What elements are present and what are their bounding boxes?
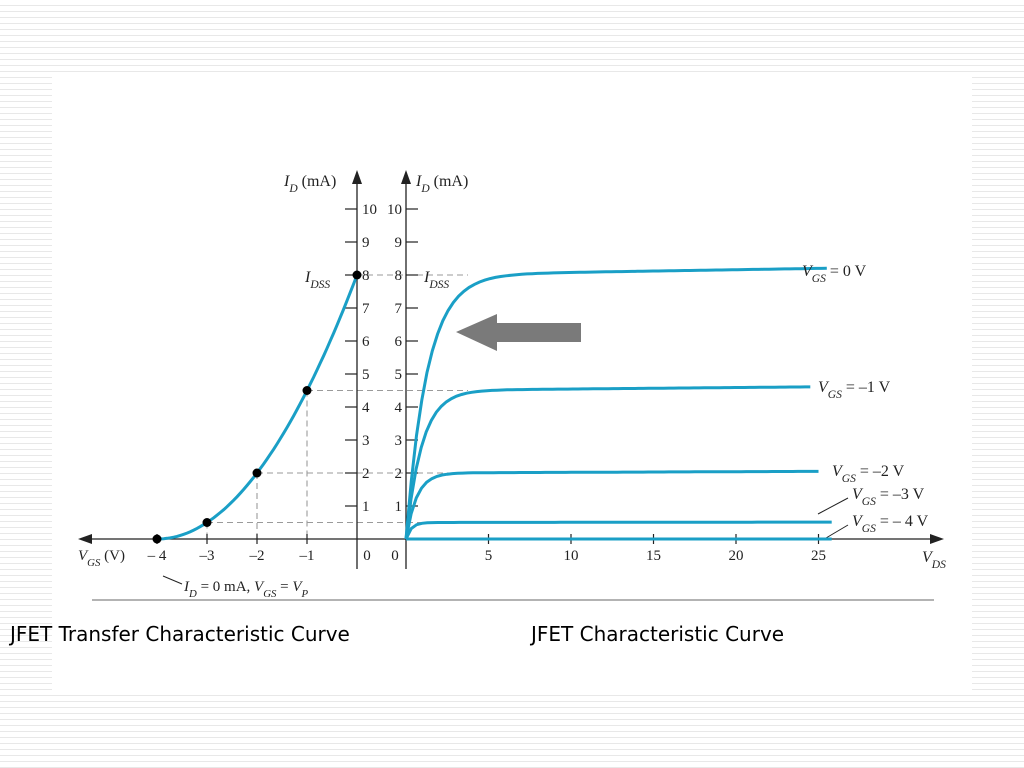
drain-y-tick-label: 2 [395, 466, 403, 482]
transfer-y-tick-label: 1 [362, 499, 370, 515]
direction-arrow [456, 314, 581, 351]
transfer-y-axis-arrow [352, 170, 362, 184]
drain-y-axis-arrow [401, 170, 411, 184]
drain-curve [404, 385, 811, 540]
drain-x-tick-label: 10 [564, 548, 579, 564]
vgs-series-label: VGS = –2 V [832, 463, 905, 485]
drain-x-tick-label: 0 [391, 548, 399, 564]
x-axis-arrow-left [78, 534, 92, 544]
drain-x-tick-label: 25 [811, 548, 826, 564]
transfer-y-axis-title: ID (mA) [283, 173, 336, 195]
labels: 1 1 2 2 3 3 4 4 5 5 6 6 7 7 8 8 9 9 10 10 – 4 –3 –2 –1 0 0 5 10 15 20… [78, 173, 946, 600]
slide-background [52, 74, 972, 690]
drain-y-tick-label: 9 [395, 235, 403, 251]
transfer-x-tick-label: –3 [199, 548, 215, 564]
drain-y-tick-label: 7 [395, 301, 403, 317]
leader-vgs-4 [825, 524, 849, 539]
transfer-x-axis-title: VGS (V) [78, 548, 125, 569]
drain-y-tick-label: 10 [387, 202, 402, 218]
transfer-point [202, 518, 212, 527]
drain-idss-label: IDSS [423, 269, 449, 291]
transfer-point [352, 270, 362, 280]
drain-x-tick-label: 5 [485, 548, 493, 564]
transfer-y-tick-label: 9 [362, 235, 370, 251]
axes [78, 170, 944, 601]
drain-y-tick-label: 4 [395, 400, 403, 416]
transfer-y-tick-label: 6 [362, 334, 370, 350]
transfer-x-tick-label: –2 [249, 548, 265, 564]
drain-x-tick-label: 15 [646, 548, 661, 564]
leader-vgs-3 [817, 497, 849, 515]
drain-y-tick-label: 3 [395, 433, 403, 449]
transfer-y-tick-label: 2 [362, 466, 370, 482]
guide-lines [206, 274, 468, 539]
transfer-point [252, 468, 262, 478]
drain-curve [404, 266, 827, 540]
transfer-y-tick-label: 7 [362, 301, 370, 317]
transfer-y-tick-label: 3 [362, 433, 370, 449]
pinchoff-leader [162, 575, 183, 585]
drain-y-tick-label: 6 [395, 334, 403, 350]
transfer-y-tick-label: 10 [362, 202, 377, 218]
transfer-y-tick-label: 4 [362, 400, 370, 416]
drain-x-tick-label: 20 [729, 548, 744, 564]
drain-y-tick-label: 8 [395, 268, 403, 284]
curves [152, 266, 832, 544]
drain-curve [404, 520, 832, 540]
vgs-series-label: VGS = –3 V [852, 486, 925, 508]
vgs-series-label: VGS = – 4 V [852, 513, 929, 535]
transfer-x-tick-label: –1 [299, 548, 315, 564]
left-arrow-shape [456, 314, 581, 351]
x-axis-arrow-right [930, 534, 944, 544]
transfer-x-tick-label: – 4 [147, 548, 167, 564]
transfer-curve [156, 274, 359, 541]
drain-y-axis-title: ID (mA) [415, 173, 468, 195]
transfer-y-tick-label: 5 [362, 367, 370, 383]
transfer-y-tick-label: 8 [362, 268, 370, 284]
transfer-idss-label: IDSS [304, 269, 330, 291]
drain-y-tick-label: 5 [395, 367, 403, 383]
transfer-x-tick-label: 0 [363, 548, 371, 564]
transfer-curve-caption: JFET Transfer Characteristic Curve [10, 622, 350, 646]
drain-y-tick-label: 1 [395, 499, 403, 515]
vgs-series-label: VGS = –1 V [818, 379, 891, 401]
drain-curve [404, 469, 819, 540]
vgs-series-label: VGS = 0 V [802, 263, 867, 285]
transfer-point [152, 534, 162, 544]
transfer-point [302, 386, 312, 395]
drain-x-axis-title: VDS [922, 549, 946, 571]
characteristic-curve-caption: JFET Characteristic Curve [531, 622, 785, 646]
pinchoff-label: ID = 0 mA, VGS = VP [183, 579, 309, 600]
